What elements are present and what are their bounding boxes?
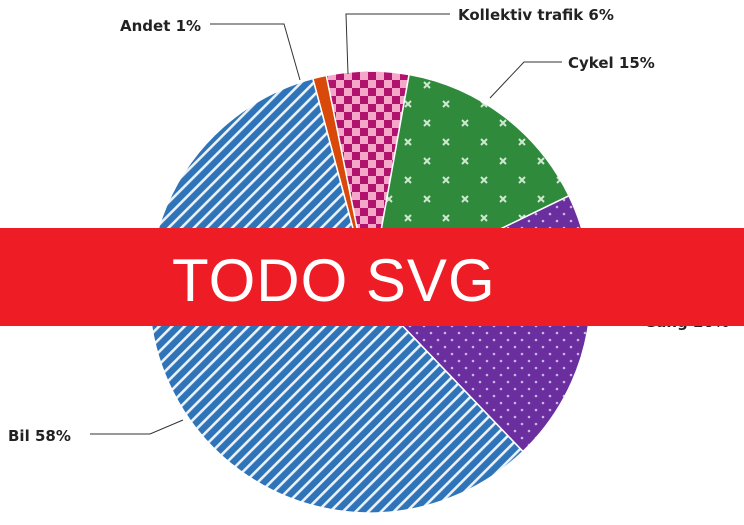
slice-label: Andet 1% (120, 17, 201, 35)
leader-line (210, 23, 301, 81)
slice-label: Kollektiv trafik 6% (458, 6, 614, 24)
slice-label: Cykel 15% (568, 54, 655, 72)
todo-banner-text: TODO SVG (172, 247, 496, 314)
todo-banner (0, 228, 744, 326)
leader-line (489, 61, 562, 99)
leader-line (345, 13, 450, 75)
slice-label: Bil 58% (8, 427, 71, 445)
leader-line (90, 419, 184, 435)
